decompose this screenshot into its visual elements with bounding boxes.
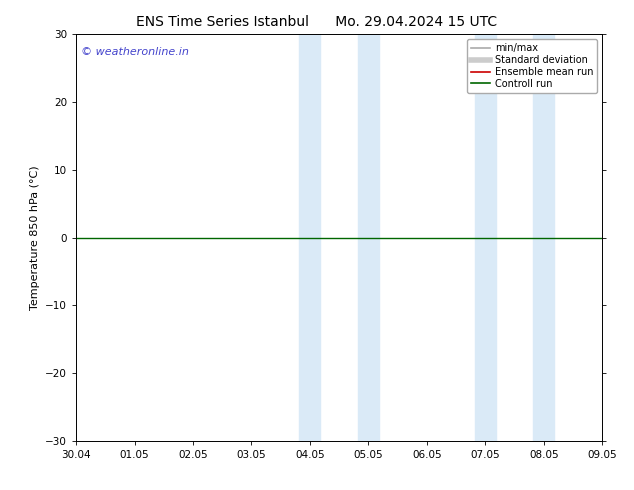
Text: ENS Time Series Istanbul      Mo. 29.04.2024 15 UTC: ENS Time Series Istanbul Mo. 29.04.2024 … (136, 15, 498, 29)
Text: © weatheronline.in: © weatheronline.in (81, 47, 189, 56)
Legend: min/max, Standard deviation, Ensemble mean run, Controll run: min/max, Standard deviation, Ensemble me… (467, 39, 597, 93)
Y-axis label: Temperature 850 hPa (°C): Temperature 850 hPa (°C) (30, 165, 39, 310)
Bar (299, 34, 320, 441)
Bar (475, 34, 496, 441)
Bar (358, 34, 379, 441)
Bar (533, 34, 554, 441)
